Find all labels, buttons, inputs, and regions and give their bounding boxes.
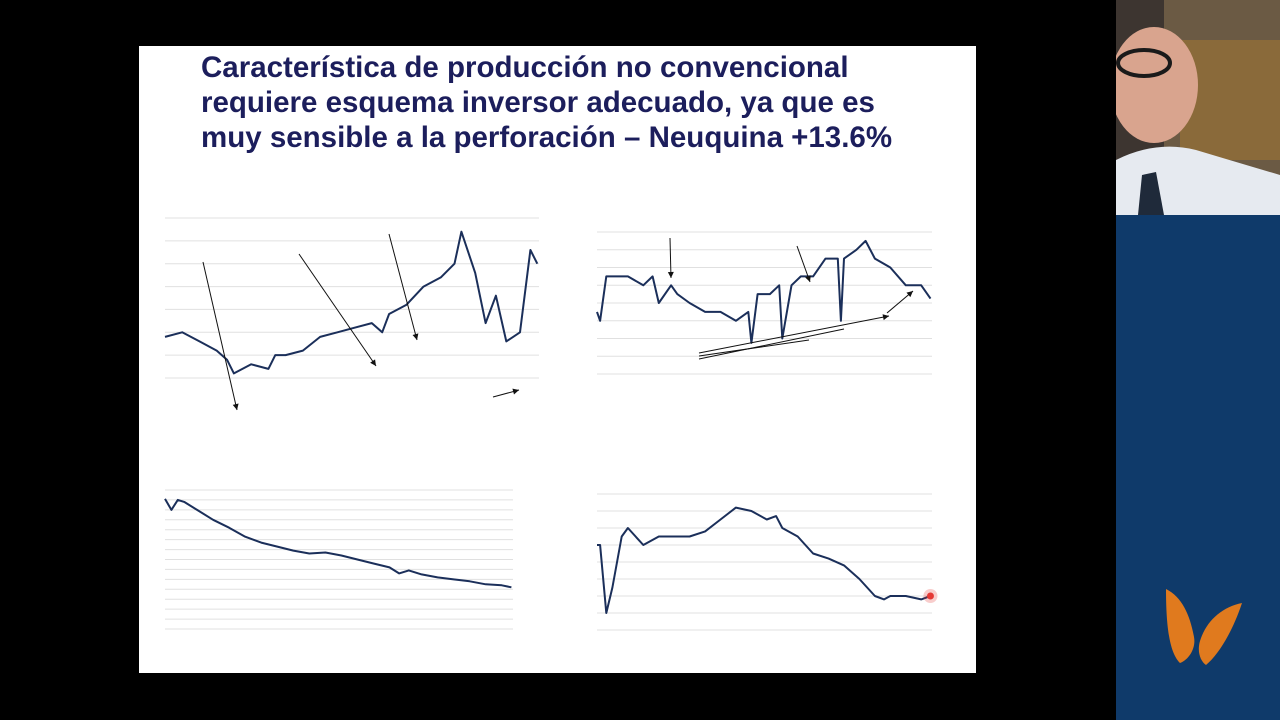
annotation-arrowhead bbox=[882, 314, 889, 321]
presenter-webcam bbox=[1116, 0, 1280, 215]
slide-title-line: Característica de producción no convenci… bbox=[201, 51, 849, 84]
chart-cuenca-golfo-san-jorge bbox=[596, 493, 938, 631]
annotation-arrowhead bbox=[667, 271, 674, 278]
annotation-arrow bbox=[698, 315, 890, 354]
annotation-arrow bbox=[388, 233, 418, 341]
slide-title: Característica de producción no convenci… bbox=[201, 50, 971, 155]
series-line bbox=[164, 230, 539, 375]
annotation-arrowhead bbox=[370, 359, 376, 366]
slide-title-line: requiere esquema inversor adecuado, ya q… bbox=[201, 86, 875, 119]
series-line bbox=[164, 498, 512, 589]
sidebar bbox=[1116, 0, 1280, 720]
series-line bbox=[596, 239, 932, 344]
annotation-arrowhead bbox=[232, 403, 239, 410]
chart-cuenca-neuquina bbox=[164, 217, 539, 411]
annotation-arrow bbox=[202, 261, 238, 411]
slide-title-line: muy sensible a la perforación – Neuquina… bbox=[201, 121, 893, 154]
annotation-arrowhead bbox=[805, 275, 811, 282]
annotation-arrowhead bbox=[512, 388, 519, 395]
annotation-arrow bbox=[796, 245, 811, 283]
presentation-slide: Característica de producción no convenci… bbox=[139, 46, 976, 673]
annotation-arrow bbox=[669, 237, 672, 279]
annotation-arrowhead bbox=[906, 291, 913, 298]
butterfly-logo-icon bbox=[1166, 589, 1242, 665]
annotation-arrowhead bbox=[412, 333, 419, 340]
chart-cuenca-austral bbox=[596, 231, 932, 375]
chart-cuenca-noroeste bbox=[164, 489, 513, 630]
annotation-arrow bbox=[298, 253, 377, 367]
series-line bbox=[597, 506, 931, 614]
cursor-dot bbox=[926, 592, 934, 600]
annotation-arrow bbox=[698, 328, 845, 360]
